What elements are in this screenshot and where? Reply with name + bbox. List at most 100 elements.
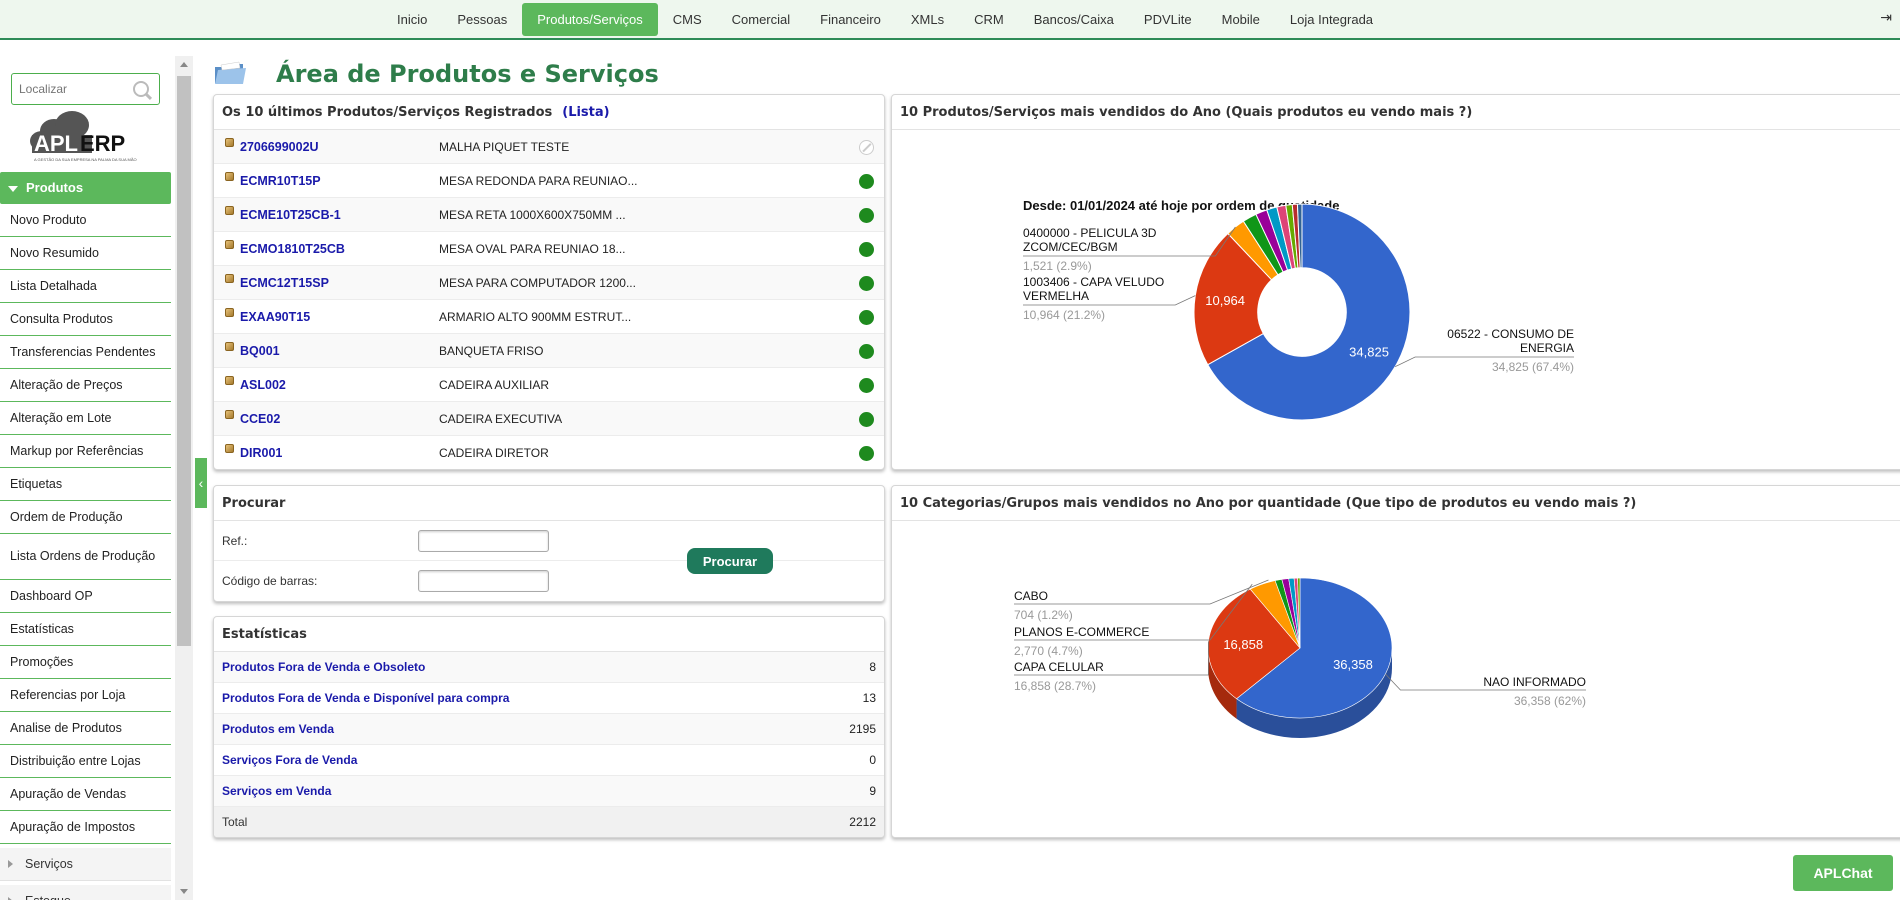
statistics-link[interactable]: Produtos Fora de Venda e Disponível para… [222,691,510,705]
slice-value-label: 36,358 [1333,657,1373,672]
barcode-row: Código de barras: [214,561,884,601]
product-row: EXAA90T15 ARMARIO ALTO 900MM ESTRUT... [214,300,884,334]
product-code-link[interactable]: DIR001 [240,445,283,460]
product-code-link[interactable]: ECMO1810T25CB [240,241,345,256]
status-active-icon [859,208,874,223]
caret-right-icon [8,860,13,868]
sidebar-item[interactable]: Novo Resumido [0,237,171,270]
sidebar-item[interactable]: Ordem de Produção [0,501,171,534]
sidebar-item[interactable]: Dashboard OP [0,580,171,613]
search-icon[interactable] [133,81,149,97]
scrollbar-thumb[interactable] [177,76,191,646]
sidebar-items: Novo Produto Novo Resumido Lista Detalhada… [0,204,171,844]
aplchat-button[interactable]: APLChat [1793,855,1893,891]
sidebar-item[interactable]: Distribuição entre Lojas [0,745,171,778]
product-box-icon [225,206,234,215]
nav-item-comercial[interactable]: Comercial [731,12,791,27]
exit-icon[interactable]: ⇥ [1880,9,1892,25]
slice-name-label: 1003406 - CAPA VELUDO [1023,275,1164,289]
nav-item-pdvlite[interactable]: PDVLite [1143,12,1192,27]
slice-name-label: CAPA CELULAR [1014,660,1104,674]
statistics-link[interactable]: Produtos Fora de Venda e Obsoleto [222,660,426,674]
scroll-down-icon[interactable] [180,889,188,894]
sidebar-item[interactable]: Alteração em Lote [0,402,171,435]
statistics-panel: Estatísticas Produtos Fora de Venda e Ob… [213,616,885,838]
product-code-link[interactable]: EXAA90T15 [240,309,311,324]
top-products-donut-chart[interactable]: Desde: 01/01/2024 até hoje por ordem de … [892,130,1900,470]
product-description: CADEIRA DIRETOR [439,445,549,460]
sidebar-item[interactable]: Lista Ordens de Produção [0,534,171,580]
nav-item-inicio[interactable]: Inicio [397,12,428,27]
sidebar-item[interactable]: Alteração de Preços [0,369,171,402]
statistics-link[interactable]: Serviços Fora de Venda [222,753,358,767]
product-row: BQ001 BANQUETA FRISO [214,334,884,368]
product-box-icon [225,342,234,351]
statistics-link[interactable]: Serviços em Venda [222,784,332,798]
leader-line [1023,295,1196,306]
chart-subtitle: Desde: 01/01/2024 até hoje por ordem de … [1023,198,1339,213]
sidebar-item[interactable]: Lista Detalhada [0,270,171,303]
ref-label: Ref.: [222,534,248,548]
product-description: MESA RETA 1000X600X750MM ... [439,207,626,222]
nav-item-mobile[interactable]: Mobile [1221,12,1260,27]
sidebar-section-produtos[interactable]: Produtos [0,172,171,204]
sidebar-item[interactable]: Novo Produto [0,204,171,237]
sidebar-item[interactable]: Apuração de Vendas [0,778,171,811]
status-active-icon [859,378,874,393]
product-code-link[interactable]: ECMR10T15P [240,173,321,188]
sidebar-subsection-label: Serviços [25,857,73,871]
status-active-icon [859,446,874,461]
sidebar-subsection[interactable]: Serviços [0,848,171,881]
statistics-row: Serviços em Venda 9 [214,776,884,807]
nav-item-pessoas[interactable]: Pessoas [457,12,508,27]
statistics-title: Estatísticas [214,617,884,652]
product-code-link[interactable]: CCE02 [240,411,281,426]
top-categories-pie-chart[interactable]: 36,358 16,858 NAO INFORMADO 36,358 (62%) CAP… [892,521,1900,838]
nav-item-financeiro[interactable]: Financeiro [820,12,881,27]
sidebar-item[interactable]: Etiquetas [0,468,171,501]
sidebar-item[interactable]: Apuração de Impostos [0,811,171,844]
statistics-link[interactable]: Produtos em Venda [222,722,335,736]
recent-products-header: Os 10 últimos Produtos/Serviços Registra… [214,95,884,130]
pie-slice[interactable] [1297,577,1301,649]
sidebar-item[interactable]: Consulta Produtos [0,303,171,336]
product-box-icon [225,240,234,249]
donut-slice[interactable] [1296,203,1303,269]
sidebar-item[interactable]: Markup por Referências [0,435,171,468]
product-code-link[interactable]: ECMC12T15SP [240,275,329,290]
search-input[interactable] [19,80,124,98]
caret-right-icon [8,897,13,900]
sidebar-item[interactable]: Estatísticas [0,613,171,646]
sidebar-item[interactable]: Analise de Produtos [0,712,171,745]
barcode-input[interactable] [418,570,549,592]
slice-value-label: 10,964 [1205,293,1245,308]
donut-slice[interactable] [1207,203,1411,421]
sidebar-subsection[interactable]: Estoque [0,885,171,900]
product-row: ASL002 CADEIRA AUXILIAR [214,368,884,402]
nav-item-loja-integrada[interactable]: Loja Integrada [1289,12,1374,27]
sidebar-item[interactable]: Transferencias Pendentes [0,336,171,369]
nav-item-produtos-servi-os[interactable]: Produtos/Serviços [522,3,658,36]
slice-percent-label: 10,964 (21.2%) [1023,308,1105,322]
slice-percent-label: 34,825 (67.4%) [1492,360,1574,374]
search-button[interactable]: Procurar [687,548,773,574]
leader-line [1014,579,1269,605]
collapse-sidebar-icon[interactable]: ‹ [195,458,207,508]
sidebar-scrollbar[interactable] [175,56,193,900]
product-code-link[interactable]: ECME10T25CB-1 [240,207,341,222]
product-code-link[interactable]: 2706699002U [240,139,319,154]
product-code-link[interactable]: BQ001 [240,343,280,358]
sidebar-item[interactable]: Promoções [0,646,171,679]
product-list-link[interactable]: (Lista) [562,105,610,120]
ref-input[interactable] [418,530,549,552]
nav-item-xmls[interactable]: XMLs [910,12,945,27]
nav-item-bancos-caixa[interactable]: Bancos/Caixa [1033,12,1114,27]
scroll-up-icon[interactable] [180,62,188,67]
nav-item-cms[interactable]: CMS [672,12,702,27]
product-code-link[interactable]: ASL002 [240,377,286,392]
nav-item-crm[interactable]: CRM [974,12,1004,27]
donut-slice[interactable] [1193,232,1273,366]
slice-percent-label: 1,521 (2.9%) [1023,259,1092,273]
sidebar-item[interactable]: Referencias por Loja [0,679,171,712]
pie-slice[interactable] [1236,577,1393,719]
